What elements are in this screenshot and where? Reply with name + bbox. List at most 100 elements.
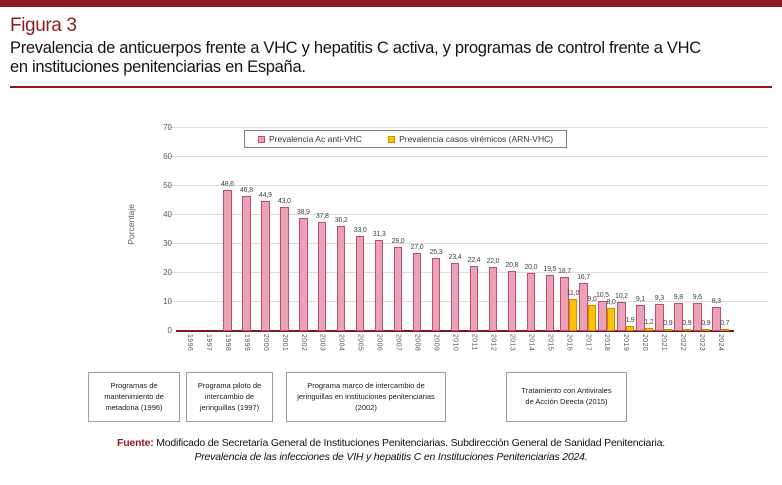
bar-value-label: 22,0 (486, 258, 500, 266)
bar-ac-anti-vhc (617, 301, 626, 332)
bar-value-label: 9,3 (654, 295, 664, 303)
x-tick-label: 2000 (261, 334, 269, 352)
bar-value-label: 11,0 (566, 290, 580, 298)
bar-ac-anti-vhc (712, 307, 721, 332)
gridline (168, 301, 768, 303)
gridline (168, 214, 768, 216)
x-tick-label: 2002 (299, 334, 307, 352)
bar-value-label: 38,9 (296, 209, 310, 217)
y-tick-label: 40 (163, 210, 172, 220)
gridline (168, 272, 768, 274)
bar-value-label: 25,3 (429, 248, 443, 256)
bar-value-label: 9,1 (635, 295, 645, 303)
bar-ac-anti-vhc (450, 263, 460, 332)
source-line1: Fuente: Modificado de Secretaría General… (0, 436, 782, 450)
y-axis-label: Porcentaje (126, 204, 136, 245)
x-tick-label: 2004 (337, 334, 345, 352)
x-tick-label: 2017 (584, 334, 592, 352)
bar-ac-anti-vhc (336, 226, 346, 332)
title-divider (10, 86, 772, 89)
y-tick-label: 10 (163, 297, 172, 307)
program-annotations: Programas de mantenimiento de metadona (… (0, 372, 782, 426)
bar-ac-anti-vhc (579, 282, 588, 332)
y-tick-label: 50 (163, 181, 172, 191)
y-tick-label: 70 (163, 123, 172, 133)
bar-viremicos (568, 299, 578, 332)
y-tick-label: 60 (163, 152, 172, 162)
bar-value-label: 33,0 (353, 226, 367, 234)
bar-viremicos (682, 328, 692, 332)
figure-header: Figura 3 Prevalencia de anticuerpos fren… (0, 7, 782, 77)
annotation-box-piloto-jeringuillas: Programa piloto de intercambio de jering… (186, 372, 273, 423)
yellow-legend-swatch-icon (388, 135, 396, 143)
legend-label-ac-anti-vhc: Prevalencia Ac anti-VHC (269, 134, 363, 145)
bar-value-label: 10,5 (596, 291, 609, 299)
x-tick-label: 2015 (546, 334, 554, 352)
annotation-box-programa-marco: Programa marco de intercambio de jeringu… (286, 372, 446, 423)
bar-viremicos (701, 328, 711, 332)
bar-value-label: 37,8 (315, 212, 329, 220)
bar-value-label: 18,7 (558, 268, 571, 276)
x-tick-label: 2022 (679, 334, 687, 352)
gridline (168, 156, 768, 158)
x-tick-label: 2001 (280, 334, 288, 352)
bar-ac-anti-vhc (636, 304, 645, 332)
bar-ac-anti-vhc (412, 252, 422, 332)
bar-ac-anti-vhc (560, 277, 569, 332)
top-accent-bar (0, 0, 782, 7)
x-tick-label: 2021 (660, 334, 668, 352)
bar-value-label: 43,0 (277, 197, 291, 205)
bar-value-label: 8,3 (711, 298, 721, 306)
x-tick-label: 2010 (451, 334, 459, 352)
bar-ac-anti-vhc (431, 257, 441, 332)
source-label: Fuente: (117, 437, 154, 450)
bar-value-label: 20,8 (505, 261, 519, 269)
x-tick-label: 1997 (204, 334, 212, 352)
x-tick-label: 1996 (185, 334, 193, 352)
bar-ac-anti-vhc (693, 303, 702, 332)
plot-area: Prevalencia Ac anti-VHC Prevalencia caso… (163, 123, 768, 351)
bar-value-label: 27,0 (410, 243, 424, 251)
y-tick-label: 0 (167, 326, 172, 336)
bar-value-label: 23,4 (448, 254, 462, 262)
y-tick-label: 30 (163, 239, 172, 249)
x-tick-label: 2008 (413, 334, 421, 352)
bar-value-label: 0,9 (701, 319, 711, 327)
bar-viremicos (587, 305, 597, 332)
bar-value-label: 0,9 (682, 319, 692, 327)
source-line2: Prevalencia de las infecciones de VIH y … (194, 451, 588, 464)
bar-value-label: 1,2 (644, 318, 654, 326)
bar-value-label: 20,0 (524, 264, 538, 272)
annotation-box-antivirales: Tratamiento con Antivirales de Acción Di… (506, 372, 627, 423)
bar-value-label: 46,8 (239, 186, 253, 194)
x-axis-line (176, 330, 734, 333)
bar-value-label: 16,7 (577, 273, 590, 281)
x-tick-label: 2003 (318, 334, 326, 352)
bar-viremicos (720, 329, 730, 332)
gridline (168, 185, 768, 187)
bar-viremicos (644, 327, 654, 332)
bar-value-label: 0,9 (663, 319, 673, 327)
bar-ac-anti-vhc (488, 267, 498, 332)
bar-value-label: 9,0 (587, 296, 597, 304)
bar-viremicos (606, 308, 616, 332)
x-tick-label: 2011 (470, 334, 478, 351)
bar-ac-anti-vhc (299, 218, 308, 332)
figure-title-line1: Prevalencia de anticuerpos frente a VHC … (10, 39, 701, 57)
source-note: Fuente: Modificado de Secretaría General… (0, 436, 782, 464)
bar-ac-anti-vhc (317, 221, 327, 332)
bar-value-label: 44,9 (258, 192, 272, 200)
x-tick-label: 2012 (489, 334, 497, 352)
x-tick-label: 1999 (242, 334, 250, 352)
bar-ac-anti-vhc (469, 266, 479, 332)
x-tick-label: 2013 (508, 334, 516, 352)
bar-ac-anti-vhc (507, 270, 517, 332)
bar-ac-anti-vhc (374, 240, 384, 332)
annotation-box-metadona: Programas de mantenimiento de metadona (… (88, 372, 180, 423)
x-tick-label: 2018 (603, 334, 611, 352)
bar-value-label: 36,2 (334, 217, 348, 225)
bar-value-label: 29,0 (391, 238, 405, 246)
bar-value-label: 0,7 (720, 320, 730, 328)
bar-ac-anti-vhc (598, 300, 607, 332)
